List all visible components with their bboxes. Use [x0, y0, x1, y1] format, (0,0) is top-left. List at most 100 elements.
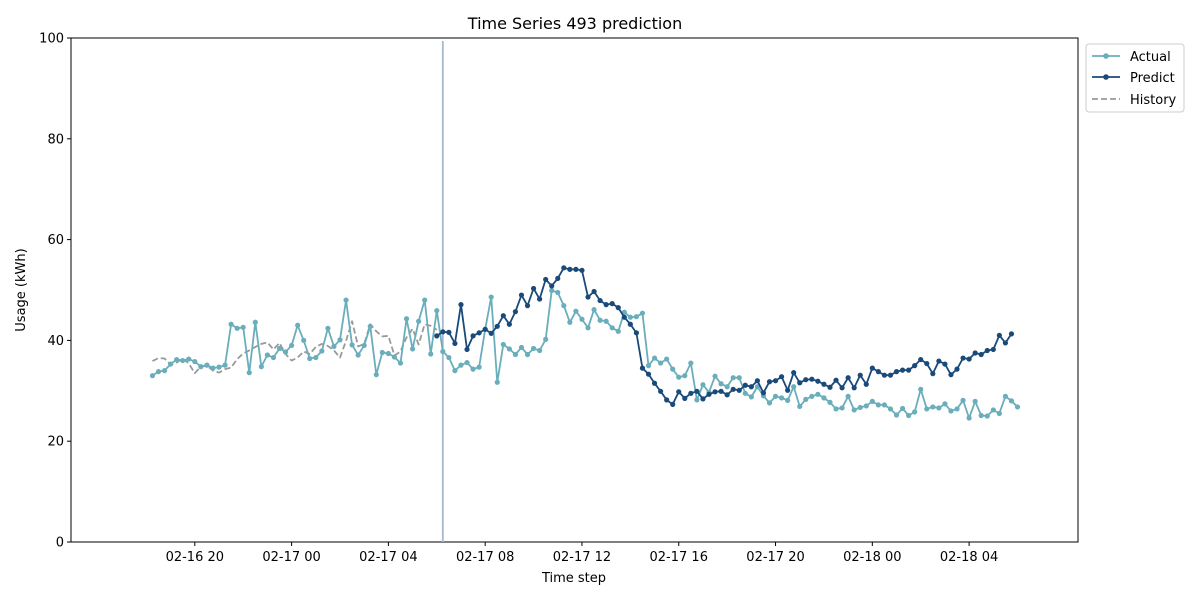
data-point-actual: [161, 368, 168, 374]
data-point-actual: [186, 356, 192, 362]
data-point-actual: [766, 400, 773, 406]
data-point-actual: [234, 325, 240, 331]
data-point-actual: [815, 391, 821, 397]
data-point-predict: [851, 385, 857, 391]
data-point-predict: [621, 314, 627, 320]
data-point-actual: [730, 375, 736, 381]
data-point-actual: [385, 350, 391, 357]
data-point-actual: [331, 343, 337, 350]
data-point-actual: [712, 373, 718, 379]
data-point-actual: [180, 357, 186, 364]
data-point-predict: [645, 371, 652, 377]
data-point-predict: [591, 288, 597, 295]
plot-area: [70, 37, 1079, 543]
data-point-actual: [174, 356, 180, 363]
data-point-predict: [573, 266, 579, 272]
x-tick-label: 02-17 12: [553, 550, 611, 565]
data-point-actual: [149, 373, 156, 379]
series-predict: [434, 265, 1015, 408]
data-point-actual: [204, 362, 210, 368]
data-point-actual: [912, 409, 918, 415]
data-point-predict: [706, 391, 712, 397]
data-point-actual: [416, 318, 422, 324]
series-line-history: [152, 320, 438, 375]
data-point-predict: [809, 376, 815, 382]
legend-item-predict: Predict: [1092, 71, 1175, 86]
data-point-actual: [791, 384, 797, 390]
data-point-actual: [198, 364, 204, 370]
data-point-actual: [422, 297, 428, 303]
data-point-predict: [664, 397, 670, 403]
data-point-actual: [772, 393, 779, 399]
data-point-predict: [760, 390, 767, 396]
data-point-actual: [240, 324, 246, 330]
data-point-predict: [766, 379, 773, 385]
data-point-actual: [899, 405, 906, 412]
data-point-actual: [409, 346, 416, 352]
data-point-actual: [476, 364, 482, 370]
data-point-actual: [500, 341, 506, 348]
data-point-actual: [524, 351, 531, 358]
data-point-actual: [452, 368, 458, 374]
data-point-predict: [712, 389, 718, 395]
data-point-actual: [990, 407, 996, 413]
data-point-predict: [639, 365, 646, 371]
data-point-predict: [893, 369, 900, 375]
data-point-predict: [724, 392, 730, 398]
data-point-actual: [845, 393, 851, 399]
data-point-actual: [313, 354, 319, 361]
data-point-predict: [464, 346, 470, 353]
x-tick-label: 02-17 20: [746, 550, 804, 565]
data-point-predict: [688, 390, 694, 396]
data-point-actual: [397, 360, 404, 366]
data-point-predict: [918, 356, 924, 363]
x-tick-label: 02-17 08: [456, 550, 514, 565]
data-point-predict: [682, 395, 688, 401]
x-tick-label: 02-18 00: [843, 550, 901, 565]
legend-item-actual: Actual: [1092, 50, 1171, 65]
data-point-predict: [627, 321, 633, 327]
legend: Actual Predict History: [1085, 43, 1185, 113]
data-point-actual: [440, 348, 446, 355]
data-point-predict: [530, 285, 537, 292]
data-point-actual: [458, 362, 464, 368]
data-point-predict: [609, 301, 615, 307]
data-point-actual: [325, 325, 331, 331]
data-point-actual: [688, 360, 694, 366]
y-tick-label: 60: [47, 233, 64, 248]
data-point-actual: [355, 352, 361, 358]
data-point-actual: [724, 384, 730, 390]
data-point-actual: [319, 348, 325, 354]
data-point-actual: [930, 404, 936, 410]
data-point-actual: [216, 364, 222, 370]
data-point-actual: [906, 412, 912, 419]
data-point-actual: [530, 345, 537, 352]
data-point-actual: [966, 415, 972, 421]
data-point-actual: [367, 323, 373, 329]
series-actual: [149, 287, 1021, 421]
data-point-actual: [252, 319, 258, 325]
data-point-actual: [228, 321, 234, 327]
data-point-predict: [912, 363, 918, 369]
data-point-actual: [942, 401, 948, 407]
data-point-predict: [791, 370, 797, 376]
data-point-actual: [488, 294, 494, 300]
data-point-actual: [875, 402, 881, 408]
data-point-predict: [730, 386, 736, 392]
data-point-predict: [863, 381, 869, 387]
data-point-actual: [984, 413, 990, 419]
data-point-predict: [555, 275, 561, 282]
data-point-actual: [343, 297, 349, 303]
data-point-actual: [869, 398, 875, 404]
data-point-actual: [264, 352, 270, 358]
data-point-actual: [645, 363, 652, 369]
data-point-actual: [948, 408, 954, 414]
data-point-actual: [972, 398, 978, 404]
data-point-predict: [670, 401, 676, 408]
data-point-actual: [609, 325, 615, 331]
legend-label-predict: Predict: [1130, 71, 1175, 86]
data-point-predict: [803, 377, 809, 383]
y-tick-label: 0: [56, 536, 64, 551]
data-point-actual: [639, 310, 646, 316]
y-axis: 0 20 40 60 80 100: [39, 32, 71, 551]
